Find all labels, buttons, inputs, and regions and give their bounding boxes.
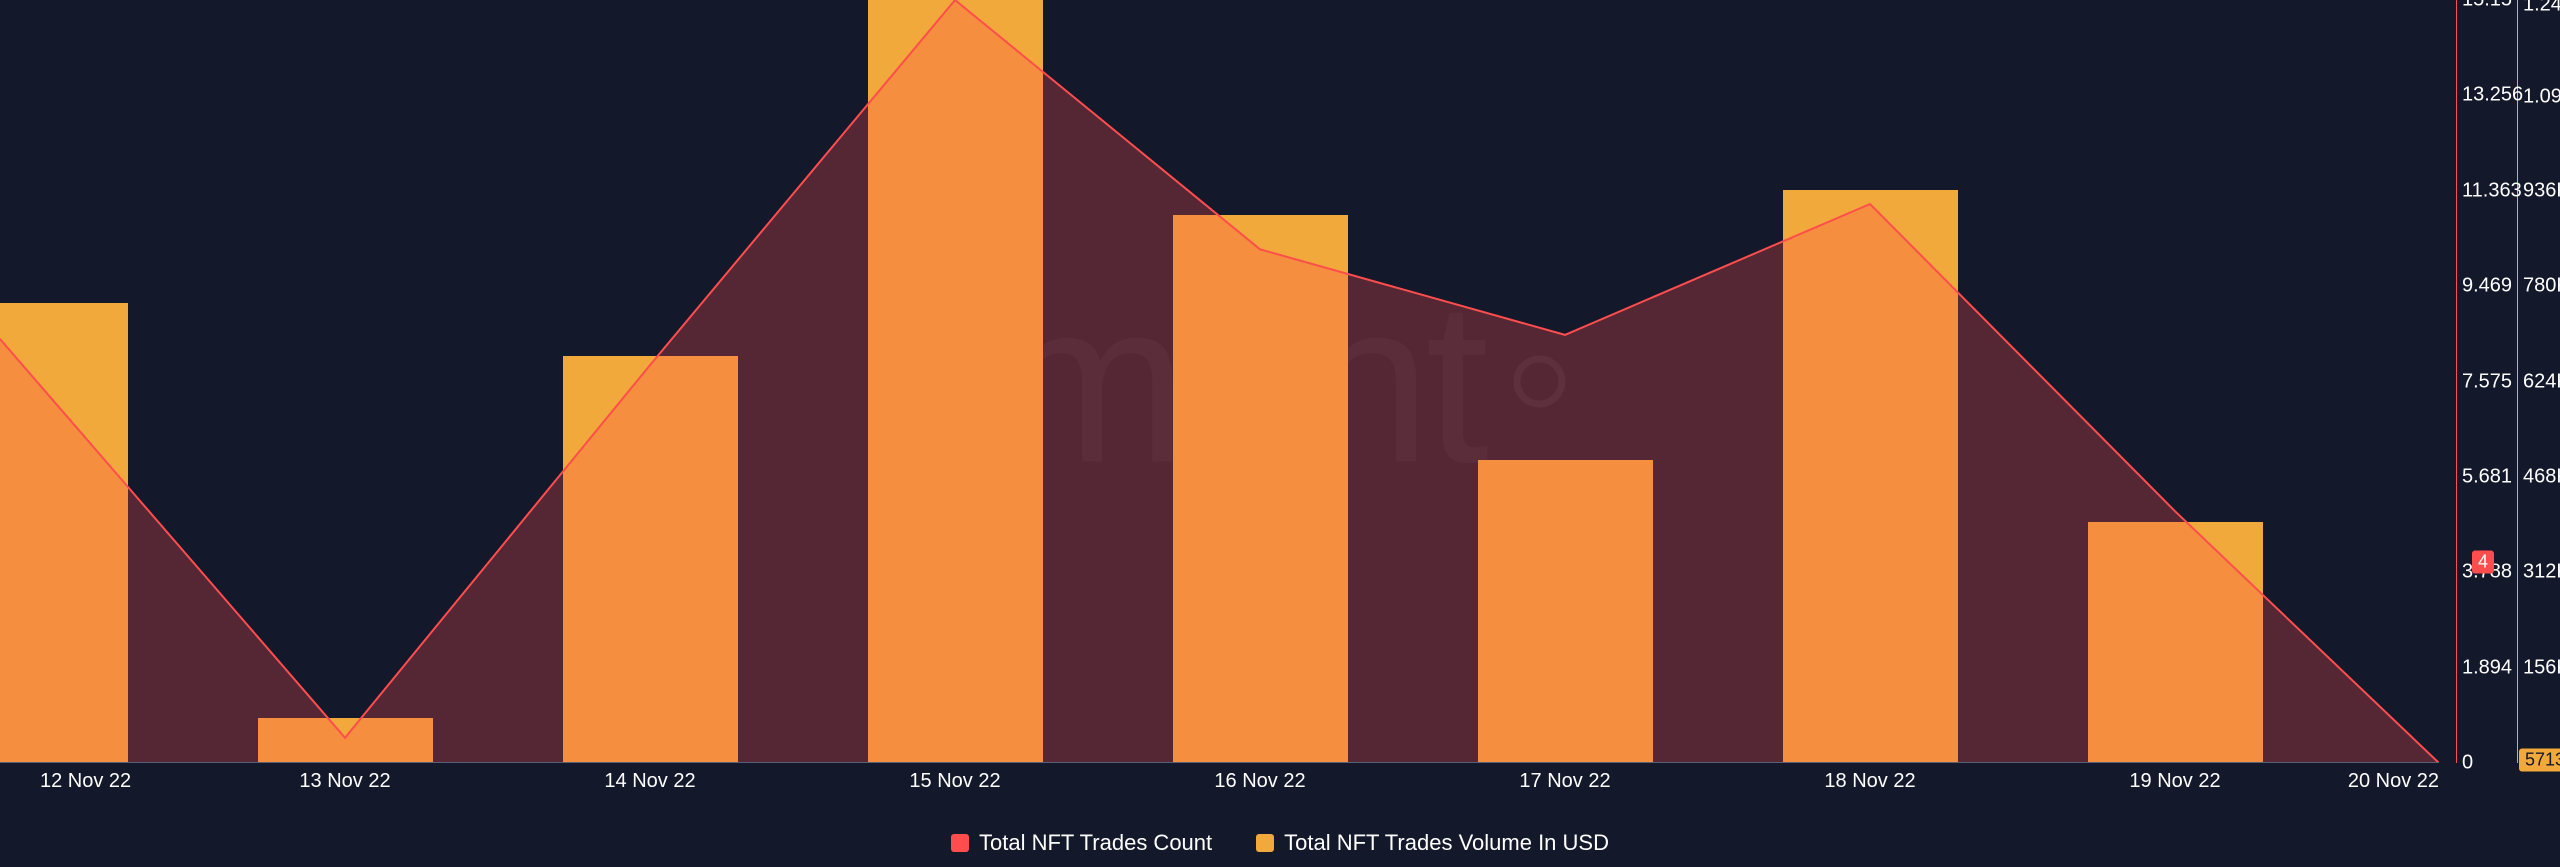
nft-trades-chart: ament 12 Nov 22 13 Nov 22 14 Nov 22 15 Nov … <box>0 0 2560 867</box>
y-right-highlight-label: 5713 <box>2519 748 2560 771</box>
legend: Total NFT Trades Count Total NFT Trades V… <box>0 830 2560 858</box>
y-right-tick-label: 156K <box>2523 656 2560 679</box>
y-left-highlight-label: 4 <box>2472 550 2494 573</box>
line-layer <box>0 0 2439 763</box>
y-right-tick-label: 624K <box>2523 370 2560 393</box>
y-left-tick-label: 0 <box>2462 752 2473 775</box>
y-left-tick-label: 13.256 <box>2462 84 2523 107</box>
x-tick-label: 14 Nov 22 <box>604 770 695 793</box>
plot-area: ament <box>0 0 2439 763</box>
legend-label: Total NFT Trades Volume In USD <box>1284 830 1609 856</box>
line-area-fill <box>0 0 2439 763</box>
x-tick-label: 17 Nov 22 <box>1519 770 1610 793</box>
y-axis-left-line <box>2456 0 2457 763</box>
legend-item[interactable]: Total NFT Trades Volume In USD <box>1256 830 1609 856</box>
x-tick-label: 15 Nov 22 <box>909 770 1000 793</box>
y-right-tick-label: 936K <box>2523 179 2560 202</box>
y-right-tick-label: 468K <box>2523 465 2560 488</box>
x-baseline <box>0 762 2439 763</box>
legend-item[interactable]: Total NFT Trades Count <box>951 830 1212 856</box>
y-left-tick-label: 7.575 <box>2462 370 2512 393</box>
x-tick-label: 16 Nov 22 <box>1214 770 1305 793</box>
y-left-tick-label: 1.894 <box>2462 656 2512 679</box>
y-right-tick-label: 780K <box>2523 275 2560 298</box>
x-tick-label: 12 Nov 22 <box>40 770 131 793</box>
legend-label: Total NFT Trades Count <box>979 830 1212 856</box>
legend-swatch-icon <box>1256 834 1274 852</box>
y-right-tick-label: 1.24M <box>2523 0 2560 16</box>
x-tick-label: 13 Nov 22 <box>299 770 390 793</box>
x-tick-label: 20 Nov 22 <box>2348 770 2439 793</box>
y-left-tick-label: 15.15 <box>2462 0 2512 12</box>
x-tick-label: 19 Nov 22 <box>2129 770 2220 793</box>
y-axis-right-line <box>2517 0 2518 763</box>
y-left-tick-label: 11.363 <box>2462 179 2522 202</box>
y-right-tick-label: 1.09M <box>2523 85 2560 108</box>
y-left-tick-label: 9.469 <box>2462 275 2512 298</box>
y-left-tick-label: 5.681 <box>2462 465 2512 488</box>
y-right-tick-label: 312K <box>2523 561 2560 584</box>
legend-swatch-icon <box>951 834 969 852</box>
x-tick-label: 18 Nov 22 <box>1824 770 1915 793</box>
